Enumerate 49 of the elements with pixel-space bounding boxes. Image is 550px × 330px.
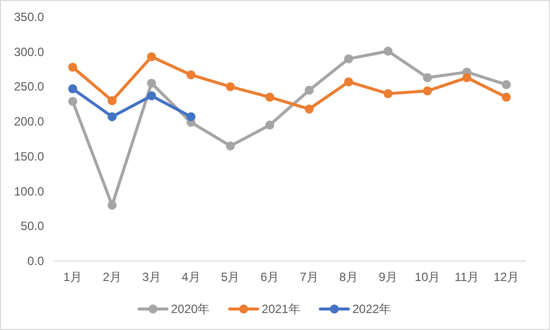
- legend-label: 2021年: [262, 302, 300, 316]
- point: [186, 70, 196, 80]
- point: [147, 52, 156, 62]
- point: [422, 73, 432, 82]
- point: [226, 82, 235, 92]
- x-tick-label: 4月: [182, 270, 200, 284]
- x-tick-label: 3月: [142, 270, 161, 284]
- point: [147, 78, 156, 88]
- point: [265, 120, 274, 130]
- point: [108, 112, 117, 122]
- point: [68, 62, 78, 72]
- x-tick-label: 7月: [300, 270, 319, 284]
- y-tick-label: 100.0: [14, 184, 44, 198]
- y-tick-label: 0.0: [27, 254, 44, 268]
- point: [344, 54, 354, 64]
- point: [502, 92, 511, 102]
- x-tick-label: 10月: [414, 270, 440, 284]
- x-tick-label: 8月: [339, 270, 358, 284]
- x-tick-label: 2月: [102, 270, 122, 284]
- y-tick-label: 150.0: [14, 149, 44, 164]
- point: [108, 96, 117, 106]
- point: [68, 96, 78, 106]
- point: [186, 112, 196, 122]
- point: [147, 91, 156, 100]
- point: [462, 73, 472, 82]
- y-tick-label: 200.0: [14, 114, 44, 129]
- x-tick-label: 5月: [221, 270, 240, 284]
- point: [304, 104, 314, 114]
- y-tick-label: 250.0: [14, 80, 44, 94]
- point: [68, 84, 78, 94]
- x-tick-label: 11月: [454, 270, 480, 284]
- point: [344, 77, 354, 86]
- x-tick-label: 9月: [378, 270, 398, 284]
- y-tick-label: 350.0: [14, 10, 44, 24]
- legend-label: 2022年: [352, 302, 392, 316]
- point: [304, 86, 314, 95]
- point: [502, 80, 511, 90]
- x-tick-label: 1月: [63, 270, 82, 284]
- legend-label: 2020年: [170, 302, 210, 316]
- point: [226, 141, 235, 150]
- point: [422, 86, 432, 96]
- x-tick-label: 12月: [494, 270, 519, 284]
- point: [384, 46, 393, 56]
- point: [265, 92, 274, 102]
- y-tick-label: 300.0: [14, 44, 44, 59]
- point: [108, 200, 117, 210]
- point: [384, 89, 393, 98]
- y-tick-label: 50.0: [20, 219, 44, 234]
- x-tick-label: 6月: [260, 270, 280, 284]
